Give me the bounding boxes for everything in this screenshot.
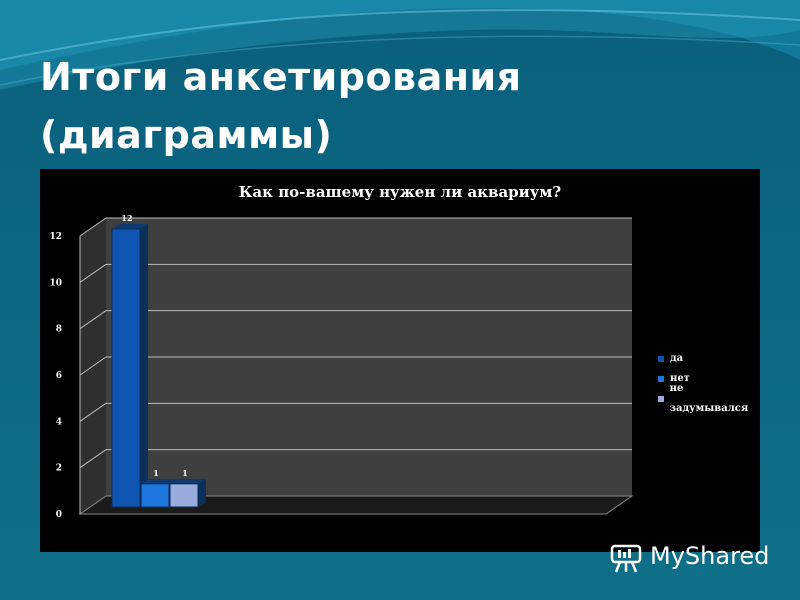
chart-panel: 0 2 4 6 8 10 12 12 1 1 Как по-вашему нужен ли акв… <box>40 169 760 552</box>
legend-item: не задумывался <box>658 383 760 414</box>
y-tick-label: 6 <box>56 371 62 381</box>
legend-label: да <box>670 353 684 364</box>
gridline-side <box>79 217 107 237</box>
plot-area: 0 2 4 6 8 10 12 12 1 1 <box>49 213 634 520</box>
floor <box>78 495 634 515</box>
y-tick-label: 2 <box>56 464 62 474</box>
watermark-text: MyShared <box>650 542 770 570</box>
data-label-1: 12 <box>121 213 132 223</box>
y-tick-label: 10 <box>49 278 62 288</box>
legend-item: нет <box>658 369 760 389</box>
legend-label: нет <box>670 373 690 384</box>
bar-1 <box>111 224 148 508</box>
y-tick-label: 8 <box>56 325 62 335</box>
bar-chart: 0 2 4 6 8 10 12 12 1 1 <box>49 213 634 520</box>
chart-legend: да нет не задумывался <box>658 349 760 414</box>
gridline-side <box>79 449 107 469</box>
y-tick-label: 0 <box>56 510 62 520</box>
watermark: MyShared <box>610 536 769 576</box>
projector-icon <box>610 544 642 573</box>
legend-swatch <box>658 396 664 402</box>
legend-item: да <box>658 349 760 369</box>
y-tick-label: 4 <box>56 417 62 427</box>
data-label-2: 1 <box>153 468 159 478</box>
gridline-side <box>79 402 107 422</box>
gridline-side <box>79 263 107 283</box>
slide-title-line1: Итоги анкетирования <box>40 55 522 99</box>
gridline-side <box>79 356 107 376</box>
y-tick-label: 12 <box>49 232 62 242</box>
slide-title-line2: (диаграммы) <box>40 113 333 157</box>
bar-3 <box>169 478 206 508</box>
gridline-side <box>79 310 107 330</box>
data-label-3: 1 <box>182 468 188 478</box>
chart-title: Как по-вашему нужен ли аквариум? <box>238 183 562 201</box>
legend-swatch <box>658 356 664 362</box>
slide-title: Итоги анкетирования (диаграммы) <box>40 48 760 164</box>
legend-swatch <box>658 376 664 382</box>
legend-label: не задумывался <box>669 383 749 414</box>
